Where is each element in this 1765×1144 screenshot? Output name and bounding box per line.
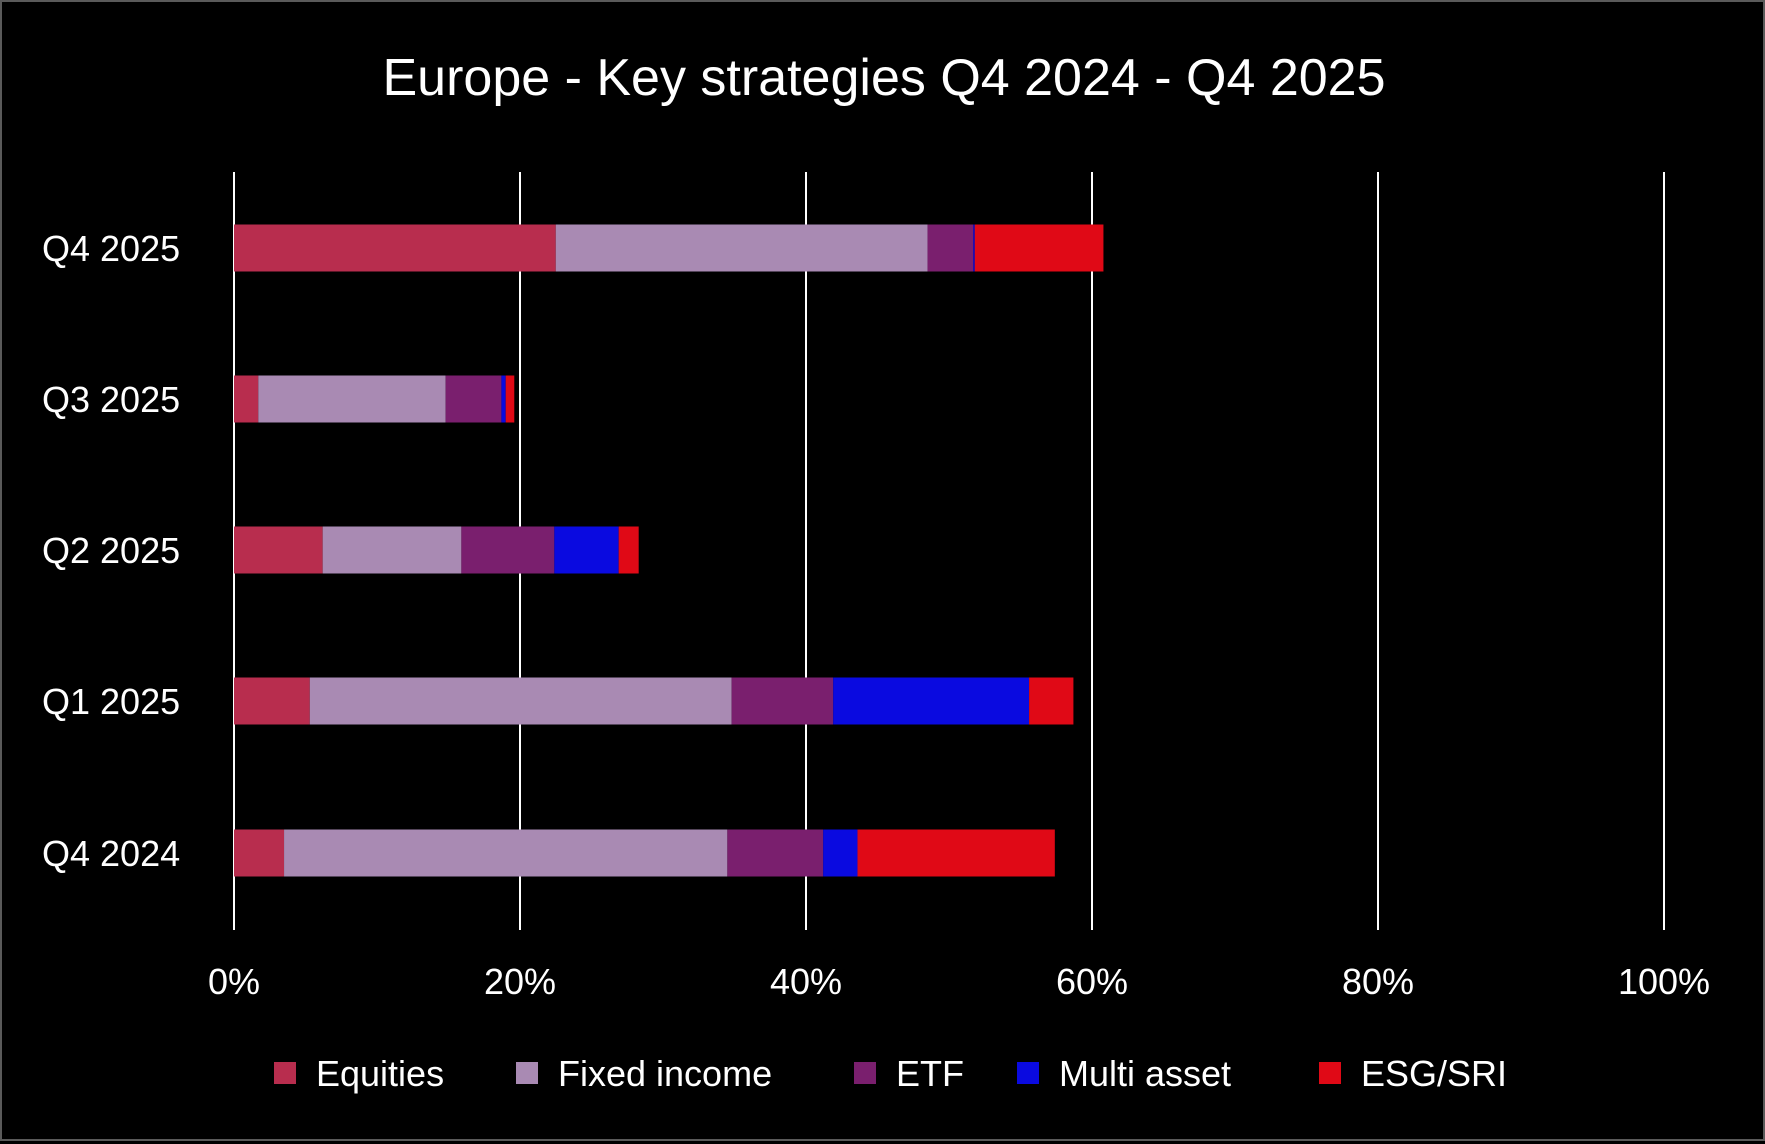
x-tick-label: 60% — [1056, 961, 1128, 1002]
chart-title: Europe - Key strategies Q4 2024 - Q4 202… — [382, 49, 1385, 107]
legend-swatch — [1319, 1062, 1341, 1084]
bar-segment — [322, 526, 462, 574]
bar-segment — [823, 829, 858, 877]
bar-segment — [234, 829, 285, 877]
legend: Equities Fixed income ETF Multi asset ESG/SR… — [274, 1053, 1507, 1094]
bar-segment — [554, 526, 619, 574]
x-tick-label: 40% — [770, 961, 842, 1002]
bar-segment — [974, 224, 1104, 272]
bar-segment — [258, 375, 446, 423]
bar-segment — [618, 526, 639, 574]
bar-segment — [234, 375, 259, 423]
y-tick-label: Q4 2025 — [42, 228, 180, 269]
value-axis: 0% 20% 40% 60% 80% 100% — [208, 961, 1710, 1002]
legend-swatch — [274, 1062, 296, 1084]
legend-label: Fixed income — [558, 1053, 772, 1094]
bar-segment — [234, 677, 310, 725]
legend-label: ETF — [896, 1053, 964, 1094]
bar-segment — [284, 829, 728, 877]
bar-segment — [973, 224, 975, 272]
bar-segment — [857, 829, 1055, 877]
bar-segment — [505, 375, 515, 423]
x-tick-label: 100% — [1618, 961, 1710, 1002]
bar-segment — [833, 677, 1030, 725]
bar-segment — [1029, 677, 1074, 725]
x-tick-label: 20% — [484, 961, 556, 1002]
legend-swatch — [1017, 1062, 1039, 1084]
bar-segment — [309, 677, 732, 725]
bar-segment — [445, 375, 502, 423]
bar-segment — [731, 677, 834, 725]
y-tick-label: Q3 2025 — [42, 379, 180, 420]
y-tick-label: Q4 2024 — [42, 833, 180, 874]
bar-segment — [234, 224, 556, 272]
bar-segment — [927, 224, 974, 272]
bar-segment — [234, 526, 323, 574]
bars — [234, 224, 1104, 877]
legend-label: ESG/SRI — [1361, 1053, 1507, 1094]
legend-swatch — [516, 1062, 538, 1084]
y-tick-label: Q2 2025 — [42, 530, 180, 571]
bar-segment — [727, 829, 824, 877]
x-tick-label: 0% — [208, 961, 260, 1002]
legend-label: Multi asset — [1059, 1053, 1231, 1094]
y-tick-label: Q1 2025 — [42, 681, 180, 722]
bar-segment — [501, 375, 506, 423]
x-tick-label: 80% — [1342, 961, 1414, 1002]
bar-segment — [461, 526, 555, 574]
legend-label: Equities — [316, 1053, 444, 1094]
category-axis: Q4 2025 Q3 2025 Q2 2025 Q1 2025 Q4 2024 — [42, 228, 180, 874]
gridlines — [233, 172, 1665, 930]
bar-segment — [555, 224, 928, 272]
legend-swatch — [854, 1062, 876, 1084]
